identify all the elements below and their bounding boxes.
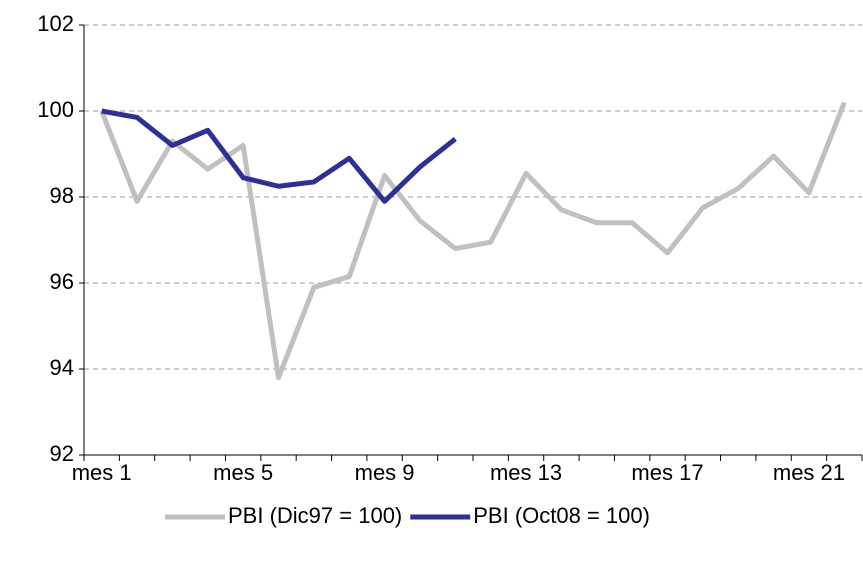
x-tick-label: mes 1 [72,460,132,485]
series-line [101,108,457,204]
legend-label: PBI (Oct08 = 100) [473,503,650,528]
x-tick-label: mes 21 [773,460,845,485]
y-tick-label: 92 [50,441,74,466]
y-tick-label: 100 [37,97,74,122]
y-tick-label: 102 [37,11,74,36]
y-tick-label: 96 [50,269,74,294]
y-tick-label: 94 [50,355,74,380]
x-tick-label: mes 13 [490,460,562,485]
legend-label: PBI (Dic97 = 100) [228,503,402,528]
series-line [99,101,847,381]
y-tick-label: 98 [50,183,74,208]
x-tick-label: mes 9 [355,460,415,485]
x-tick-label: mes 17 [631,460,703,485]
x-tick-label: mes 5 [213,460,273,485]
